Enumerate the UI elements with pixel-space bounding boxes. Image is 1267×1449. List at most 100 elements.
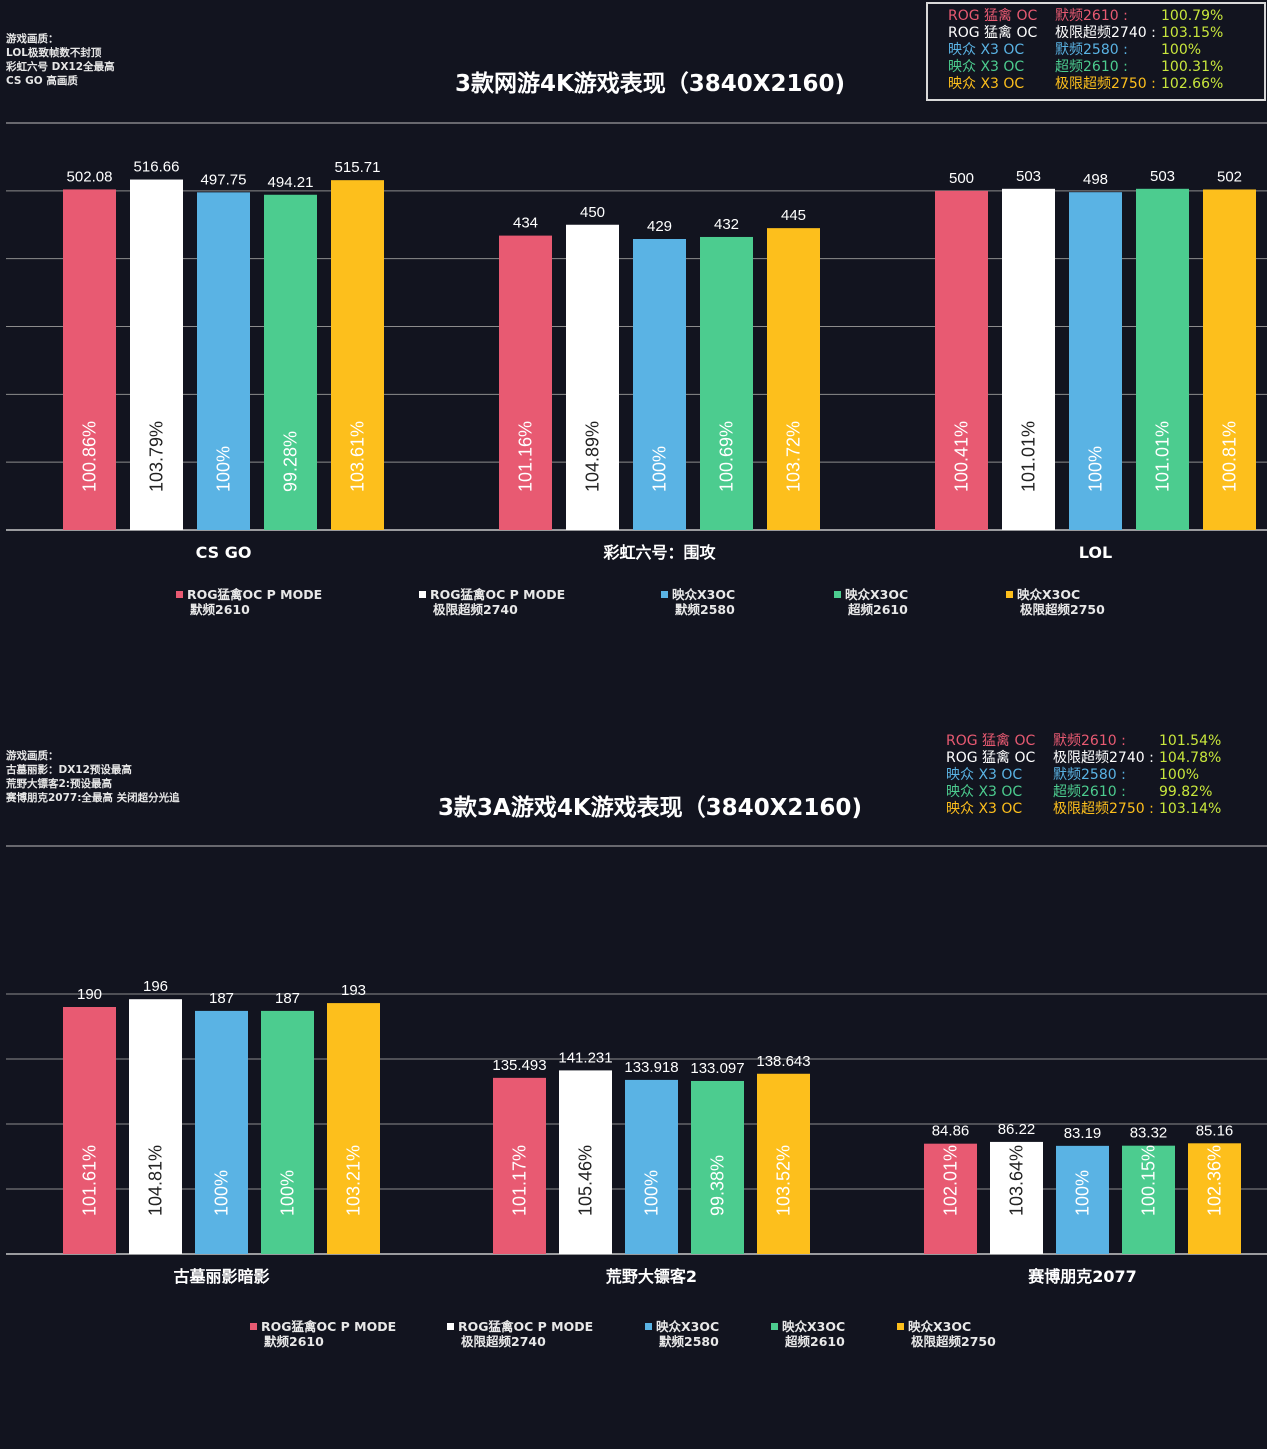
value-label: 516.66: [134, 159, 180, 176]
legend-sublabel: 默频2610: [264, 1334, 324, 1349]
value-label: 497.75: [201, 171, 247, 188]
summary-percent: 103.14%: [1159, 801, 1222, 817]
value-label: 494.21: [268, 174, 314, 191]
value-label: 498: [1083, 171, 1108, 188]
bar: [935, 190, 988, 531]
summary-row: 映众 X3 OC 极限超频2750 : 103.14%: [926, 801, 1262, 818]
percent-label: 101.17%: [510, 1145, 530, 1216]
legend-swatch: [661, 591, 668, 598]
value-label: 85.16: [1196, 1122, 1234, 1139]
value-label: 193: [341, 982, 366, 999]
bar: [264, 194, 317, 531]
summary-row: ROG 猛禽 OC 默频2610 : 100.79%: [928, 8, 1264, 25]
summary-card-name: 映众 X3 OC: [948, 76, 1025, 92]
percent-label: 100%: [650, 446, 670, 492]
bar: [767, 228, 820, 530]
percent-label: 101.61%: [80, 1145, 100, 1216]
percent-label: 105.46%: [576, 1145, 596, 1216]
value-label: 138.643: [756, 1053, 810, 1070]
summary-box: ROG 猛禽 OC 默频2610 : 100.79% ROG 猛禽 OC 极限超频274…: [926, 2, 1266, 101]
summary-mode: 默频2610 :: [1055, 8, 1128, 24]
aaa-games-panel: 190 101.61% 196 104.81% 187 100% 187 100% 193 103…: [0, 725, 1267, 1425]
percent-label: 100.69%: [717, 421, 737, 492]
legend-sublabel: 默频2580: [659, 1334, 719, 1349]
value-label: 503: [1016, 168, 1041, 185]
legend-label: ROG猛禽OC P MODE: [261, 1319, 397, 1334]
category-label: CS GO: [196, 543, 252, 562]
bar: [195, 1010, 248, 1254]
value-label: 434: [513, 215, 538, 232]
bar: [990, 1141, 1043, 1254]
bar: [924, 1143, 977, 1254]
legend-item: 映众X3OC 超频2610: [771, 1319, 845, 1349]
legend-swatch: [419, 591, 426, 598]
bar: [691, 1080, 744, 1254]
value-label: 445: [781, 207, 806, 224]
value-label: 503: [1150, 168, 1175, 185]
chart-title: 3款网游4K游戏表现（3840X2160): [454, 71, 846, 97]
percent-label: 101.01%: [1153, 421, 1173, 492]
percent-label: 100%: [212, 1170, 232, 1216]
percent-label: 103.64%: [1007, 1145, 1027, 1216]
legend-item: 映众X3OC 超频2610: [834, 587, 908, 617]
legend-item: ROG猛禽OC P MODE 极限超频2740: [419, 587, 565, 617]
value-label: 187: [275, 990, 300, 1007]
legend-sublabel: 极限超频2740: [433, 602, 518, 617]
value-label: 135.493: [492, 1057, 546, 1074]
percent-label: 101.01%: [1019, 421, 1039, 492]
summary-row: 映众 X3 OC 超频2610 : 99.82%: [926, 784, 1262, 801]
percent-label: 100.15%: [1139, 1145, 1159, 1216]
percent-label: 100%: [1073, 1170, 1093, 1216]
legend-item: 映众X3OC 极限超频2750: [1006, 587, 1105, 617]
summary-mode: 极限超频2750 :: [1055, 76, 1156, 92]
bar: [625, 1079, 678, 1254]
bar: [757, 1073, 810, 1254]
summary-mode: 极限超频2740 :: [1053, 750, 1154, 766]
percent-label: 100%: [214, 446, 234, 492]
summary-card-name: 映众 X3 OC: [946, 801, 1023, 817]
bar: [327, 1003, 380, 1254]
legend-label: 映众X3OC: [1017, 587, 1081, 602]
legend-item: ROG猛禽OC P MODE 极限超频2740: [447, 1319, 593, 1349]
bar: [130, 179, 183, 531]
summary-card-name: 映众 X3 OC: [946, 784, 1023, 800]
legend-sublabel: 默频2580: [675, 602, 735, 617]
value-label: 432: [714, 216, 739, 233]
value-label: 502: [1217, 168, 1242, 185]
legend-label: 映众X3OC: [908, 1319, 972, 1334]
bar: [197, 192, 250, 530]
legend-item: 映众X3OC 默频2580: [645, 1319, 719, 1349]
legend-swatch: [897, 1323, 904, 1330]
summary-percent: 104.78%: [1159, 750, 1222, 766]
bar: [1002, 188, 1055, 530]
value-label: 187: [209, 990, 234, 1007]
category-label: 荒野大镖客2: [605, 1267, 697, 1286]
bar: [1136, 188, 1189, 530]
chart-title: 3款3A游戏4K游戏表现（3840X2160): [438, 795, 862, 821]
percent-label: 104.81%: [146, 1145, 166, 1216]
legend-swatch: [250, 1323, 257, 1330]
summary-row: 映众 X3 OC 默频2580 : 100%: [928, 42, 1264, 59]
bar: [566, 224, 619, 530]
summary-mode: 超频2610 :: [1053, 784, 1126, 800]
percent-label: 100%: [278, 1170, 298, 1216]
legend-sublabel: 极限超频2750: [1020, 602, 1105, 617]
legend-label: 映众X3OC: [845, 587, 909, 602]
summary-row: ROG 猛禽 OC 极限超频2740 : 104.78%: [926, 750, 1262, 767]
percent-label: 103.52%: [774, 1145, 794, 1216]
bar: [499, 235, 552, 530]
value-label: 450: [580, 204, 605, 221]
summary-card-name: ROG 猛禽 OC: [948, 8, 1038, 24]
bar: [1188, 1143, 1241, 1254]
percent-label: 103.79%: [147, 421, 167, 492]
legend-swatch: [771, 1323, 778, 1330]
legend-swatch: [645, 1323, 652, 1330]
summary-row: ROG 猛禽 OC 极限超频2740 : 103.15%: [928, 25, 1264, 42]
summary-percent: 100.31%: [1161, 59, 1224, 75]
percent-label: 102.36%: [1205, 1145, 1225, 1216]
bar: [1056, 1145, 1109, 1254]
summary-percent: 100%: [1161, 42, 1202, 58]
bar: [1203, 189, 1256, 530]
legend-sublabel: 极限超频2750: [911, 1334, 996, 1349]
value-label: 83.32: [1130, 1125, 1168, 1142]
